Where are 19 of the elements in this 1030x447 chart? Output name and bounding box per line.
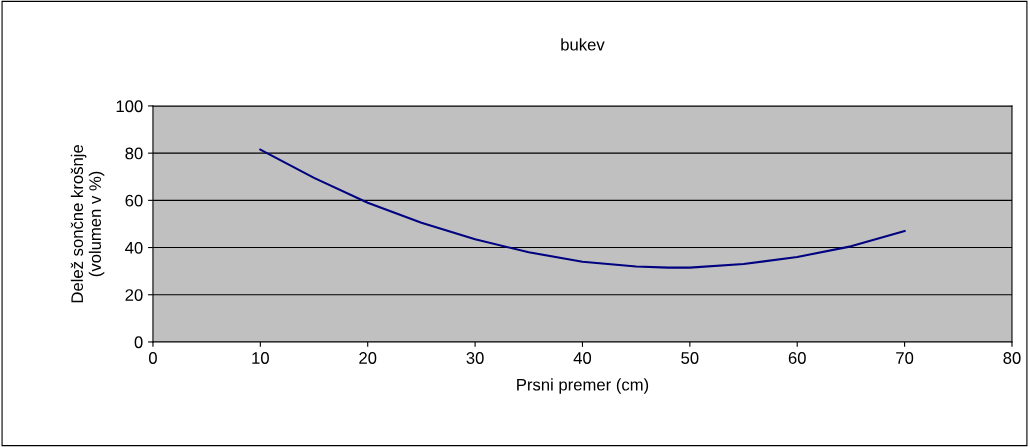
line-series	[259, 148, 906, 269]
y-tick-label: 60	[125, 194, 143, 207]
x-tick-label: 50	[681, 352, 699, 364]
x-tick-label: 40	[573, 352, 592, 364]
x-tick-label: 0	[148, 352, 157, 364]
x-axis-title: Prsni premer (cm)	[517, 378, 649, 394]
x-tick-label: 70	[896, 352, 914, 364]
y-tick-label: 40	[125, 241, 143, 254]
x-tick-label: 60	[788, 352, 806, 364]
x-tick-label: 80	[1003, 352, 1021, 364]
chart-title: bukev	[561, 38, 605, 51]
x-tick-label: 30	[466, 352, 484, 364]
y-axis-title: Delež sončne krošnje (volumen v %)	[70, 145, 105, 303]
x-tick-label: 10	[252, 352, 269, 364]
y-tick-label: 20	[125, 289, 143, 301]
x-tick-label: 20	[359, 352, 377, 364]
y-tick-label: 0	[134, 336, 143, 349]
y-tick-label: 100	[116, 100, 143, 113]
y-tick-label: 80	[125, 147, 143, 160]
